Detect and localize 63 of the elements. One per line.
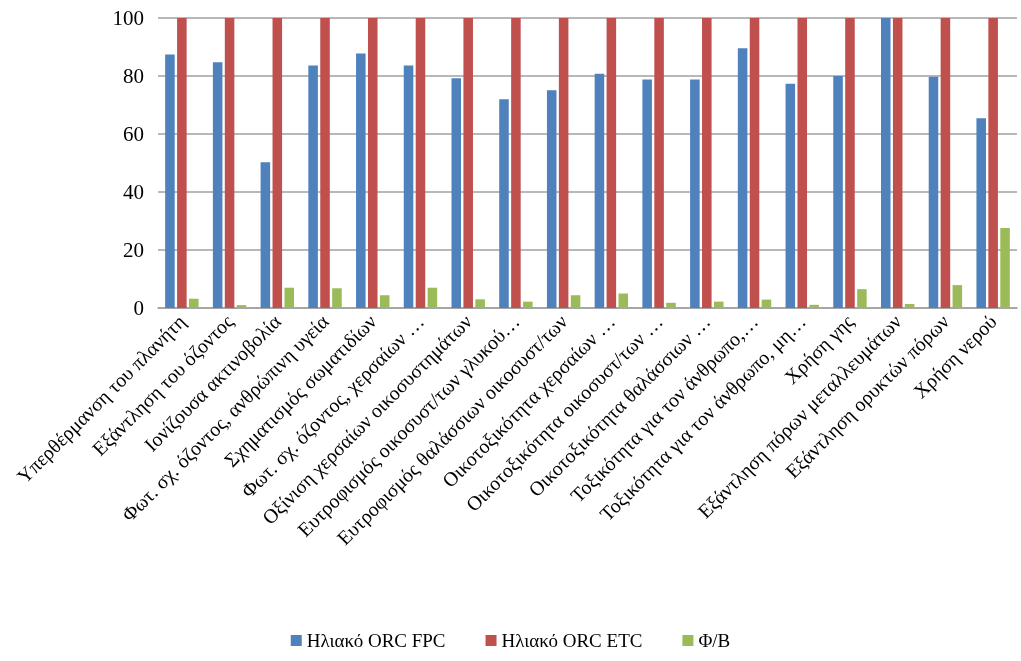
bar <box>797 18 808 308</box>
bar <box>654 18 664 308</box>
bar <box>212 62 223 308</box>
bar <box>570 295 581 308</box>
bar <box>367 18 378 308</box>
bar <box>499 99 509 308</box>
bar <box>320 18 330 308</box>
bar <box>332 288 342 308</box>
bar <box>666 302 676 308</box>
bar <box>546 90 557 308</box>
legend-label: Φ/Β <box>698 630 731 651</box>
bar <box>892 18 903 308</box>
bar <box>594 73 605 308</box>
bar <box>308 65 318 308</box>
y-tick-label: 60 <box>123 122 144 146</box>
bar <box>857 289 867 308</box>
bar <box>988 18 998 308</box>
bar <box>928 76 939 308</box>
bar <box>356 53 366 308</box>
y-tick-label: 0 <box>133 296 144 320</box>
bar <box>165 54 175 308</box>
bar <box>976 118 986 308</box>
bar <box>403 65 414 308</box>
bar <box>415 18 426 308</box>
bar <box>642 79 652 308</box>
legend-label: Ηλιακό ORC ETC <box>501 630 643 651</box>
bar <box>558 18 569 308</box>
bar <box>260 162 271 308</box>
y-tick-label: 80 <box>123 64 144 88</box>
bar <box>833 76 843 308</box>
bar <box>952 285 963 308</box>
bar <box>523 301 533 308</box>
bar <box>749 18 760 308</box>
bar <box>618 293 629 308</box>
y-tick-label: 100 <box>112 6 144 30</box>
bar <box>463 18 473 308</box>
bar <box>845 18 855 308</box>
bar <box>177 18 187 308</box>
bar <box>785 83 796 308</box>
bar <box>713 301 724 308</box>
bar <box>272 18 283 308</box>
bar <box>940 18 951 308</box>
bar <box>379 295 390 308</box>
bar <box>475 299 485 308</box>
bar <box>284 287 295 308</box>
bar <box>761 299 772 308</box>
bar <box>606 18 617 308</box>
bar <box>809 304 819 308</box>
bar <box>511 18 521 308</box>
bar <box>737 48 748 308</box>
bar <box>236 305 247 308</box>
bar <box>702 18 712 308</box>
bar <box>904 303 915 308</box>
y-tick-label: 40 <box>123 180 144 204</box>
bar <box>427 287 438 308</box>
bar <box>224 18 235 308</box>
legend-label: Ηλιακό ORC FPC <box>306 630 446 651</box>
bar <box>690 79 700 308</box>
y-tick-label: 20 <box>123 238 144 262</box>
bar <box>880 18 891 308</box>
bar <box>451 78 462 308</box>
bar <box>1000 227 1010 308</box>
bar <box>189 298 199 308</box>
